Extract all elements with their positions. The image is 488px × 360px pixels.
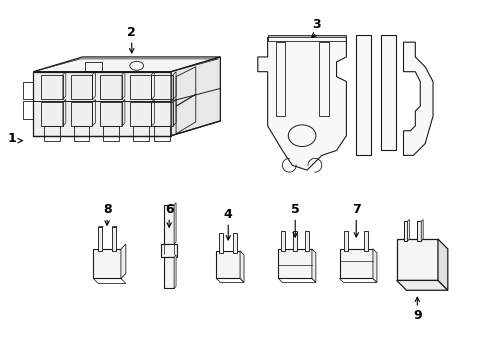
Text: 6: 6	[164, 203, 173, 216]
Polygon shape	[216, 251, 240, 278]
Polygon shape	[33, 72, 171, 136]
Polygon shape	[420, 219, 422, 241]
Polygon shape	[403, 42, 432, 156]
Polygon shape	[396, 239, 437, 280]
Polygon shape	[121, 244, 125, 278]
Text: 8: 8	[102, 203, 111, 216]
Text: 4: 4	[224, 208, 232, 221]
Text: 7: 7	[351, 203, 360, 216]
Polygon shape	[164, 257, 174, 288]
Polygon shape	[164, 204, 174, 244]
Polygon shape	[364, 231, 367, 251]
Polygon shape	[233, 233, 237, 253]
Polygon shape	[240, 251, 244, 282]
Polygon shape	[372, 249, 376, 282]
Text: 5: 5	[290, 203, 299, 216]
Polygon shape	[281, 231, 285, 251]
Polygon shape	[293, 231, 297, 251]
Text: 1: 1	[7, 132, 16, 145]
Text: 3: 3	[312, 18, 321, 31]
Polygon shape	[278, 249, 311, 278]
Polygon shape	[305, 231, 308, 251]
Polygon shape	[437, 239, 447, 290]
Polygon shape	[174, 255, 176, 288]
Polygon shape	[174, 203, 176, 244]
Polygon shape	[33, 57, 220, 72]
Text: 2: 2	[127, 26, 136, 39]
Polygon shape	[112, 227, 116, 251]
Polygon shape	[171, 57, 220, 136]
Polygon shape	[219, 233, 223, 253]
Polygon shape	[416, 221, 420, 241]
Polygon shape	[380, 35, 395, 150]
Polygon shape	[407, 219, 408, 241]
Polygon shape	[356, 35, 370, 156]
Polygon shape	[403, 221, 407, 241]
Polygon shape	[161, 244, 177, 257]
Text: 9: 9	[412, 309, 421, 322]
Polygon shape	[339, 249, 372, 278]
Polygon shape	[98, 227, 102, 251]
Polygon shape	[311, 249, 315, 282]
Polygon shape	[344, 231, 347, 251]
Polygon shape	[257, 37, 346, 170]
Polygon shape	[93, 249, 121, 278]
Polygon shape	[396, 280, 447, 290]
